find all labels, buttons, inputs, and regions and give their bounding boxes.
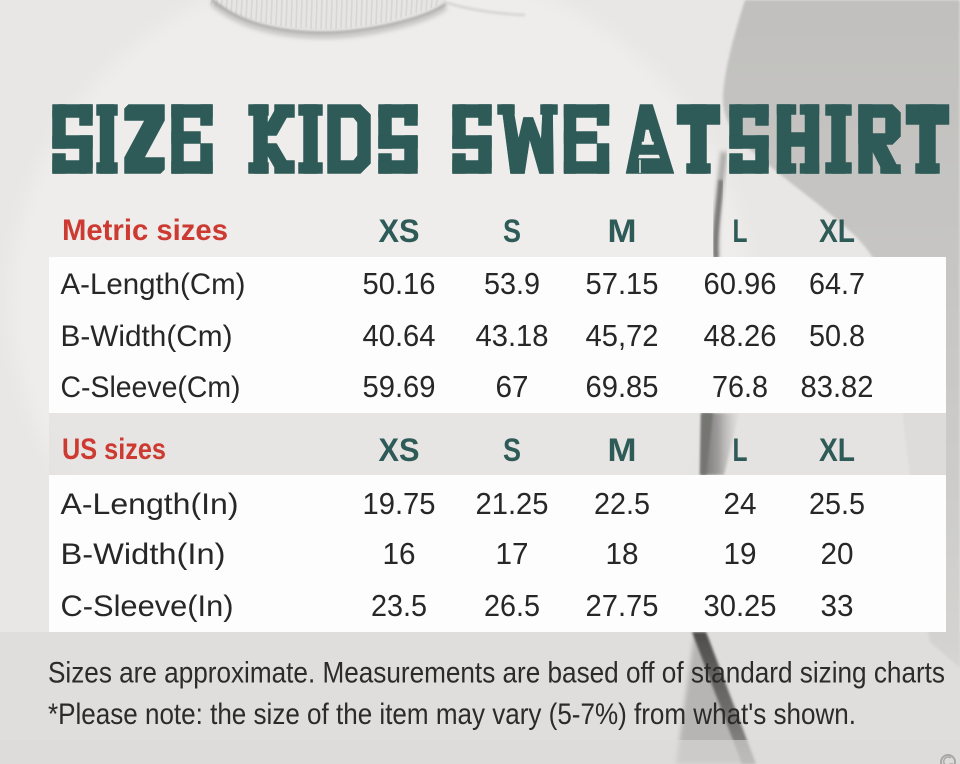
svg-text:B-Width(In): B-Width(In) (61, 538, 226, 571)
svg-text:M: M (608, 213, 637, 249)
svg-text:69.85: 69.85 (586, 369, 659, 404)
svg-text:30.25: 30.25 (704, 588, 777, 623)
svg-text:Metric sizes: Metric sizes (62, 214, 228, 247)
svg-text:S: S (503, 213, 521, 249)
svg-text:19.75: 19.75 (363, 486, 436, 521)
svg-text:27.75: 27.75 (586, 588, 659, 623)
svg-text:22.5: 22.5 (594, 486, 650, 521)
svg-text:C-Sleeve(Cm): C-Sleeve(Cm) (61, 371, 241, 404)
svg-text:23.5: 23.5 (371, 588, 427, 623)
svg-text:XL: XL (819, 213, 855, 249)
svg-text:76.8: 76.8 (712, 369, 768, 404)
svg-text:18: 18 (606, 536, 639, 571)
svg-text:57.15: 57.15 (586, 266, 659, 301)
svg-text:A-Length(Cm): A-Length(Cm) (61, 268, 246, 301)
svg-text:40.64: 40.64 (363, 318, 436, 353)
svg-text:L: L (733, 213, 748, 249)
svg-text:67: 67 (496, 369, 529, 404)
svg-text:59.69: 59.69 (363, 369, 436, 404)
svg-text:US sizes: US sizes (62, 433, 166, 466)
svg-text:XL: XL (819, 432, 855, 468)
svg-text:24: 24 (724, 486, 757, 521)
svg-text:A-Length(In): A-Length(In) (61, 488, 239, 521)
svg-text:B-Width(Cm): B-Width(Cm) (61, 320, 233, 353)
svg-text:60.96: 60.96 (704, 266, 777, 301)
svg-text:50.16: 50.16 (363, 266, 436, 301)
svg-text:21.25: 21.25 (476, 486, 549, 521)
svg-text:26.5: 26.5 (484, 588, 540, 623)
svg-text:L: L (733, 432, 748, 468)
svg-text:83.82: 83.82 (801, 369, 874, 404)
svg-text:64.7: 64.7 (809, 266, 865, 301)
svg-text:25.5: 25.5 (809, 486, 865, 521)
svg-text:17: 17 (496, 536, 529, 571)
svg-text:20: 20 (821, 536, 854, 571)
svg-text:48.26: 48.26 (704, 318, 777, 353)
svg-text:33: 33 (821, 588, 854, 623)
svg-text:Sizes are approximate. Measure: Sizes are approximate. Measurements are … (48, 657, 945, 690)
svg-text:45,72: 45,72 (586, 318, 659, 353)
svg-text:*Please note: the size of the: *Please note: the size of the item may v… (48, 698, 856, 731)
svg-text:43.18: 43.18 (476, 318, 549, 353)
svg-text:53.9: 53.9 (484, 266, 540, 301)
svg-text:19: 19 (724, 536, 757, 571)
svg-text:16: 16 (383, 536, 416, 571)
svg-text:XS: XS (379, 213, 420, 249)
svg-text:C-Sleeve(In): C-Sleeve(In) (61, 590, 234, 623)
svg-text:XS: XS (379, 432, 420, 468)
svg-text:S: S (503, 432, 521, 468)
svg-text:M: M (608, 432, 637, 468)
svg-text:50.8: 50.8 (809, 318, 865, 353)
